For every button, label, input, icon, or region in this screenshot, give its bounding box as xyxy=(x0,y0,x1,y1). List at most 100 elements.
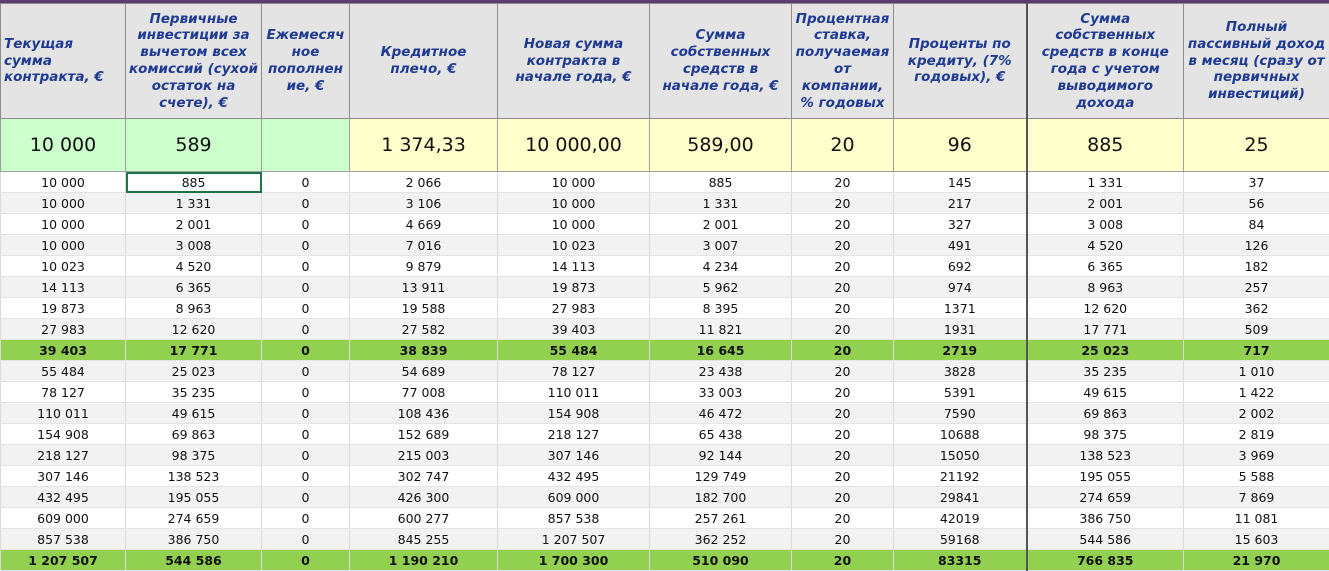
table-cell[interactable]: 1 700 300 xyxy=(497,549,650,571)
table-cell[interactable]: 10 000 xyxy=(497,171,650,193)
table-cell[interactable]: 307 146 xyxy=(0,465,126,487)
table-cell[interactable]: 56 xyxy=(1183,192,1329,214)
table-cell[interactable]: 432 495 xyxy=(0,486,126,508)
table-cell[interactable]: 25 023 xyxy=(125,360,262,382)
table-cell[interactable]: 65 438 xyxy=(649,423,792,445)
table-cell[interactable]: 2 001 xyxy=(649,213,792,235)
table-cell[interactable]: 2 066 xyxy=(349,171,498,193)
column-header-8[interactable]: Проценты по кредиту, (7% годовых), € xyxy=(893,3,1027,119)
table-cell[interactable]: 857 538 xyxy=(0,528,126,550)
table-cell[interactable]: 1 207 507 xyxy=(0,549,126,571)
table-cell[interactable]: 11 081 xyxy=(1183,507,1329,529)
table-cell[interactable]: 17 771 xyxy=(1025,318,1184,340)
table-cell[interactable]: 217 xyxy=(893,192,1027,214)
table-cell[interactable]: 0 xyxy=(261,507,350,529)
table-cell[interactable]: 0 xyxy=(261,234,350,256)
table-cell[interactable]: 0 xyxy=(261,486,350,508)
table-cell[interactable]: 42019 xyxy=(893,507,1027,529)
table-cell[interactable]: 1 331 xyxy=(1025,171,1184,193)
table-cell[interactable]: 609 000 xyxy=(0,507,126,529)
table-cell[interactable]: 38 839 xyxy=(349,339,498,361)
table-cell[interactable]: 1931 xyxy=(893,318,1027,340)
table-cell[interactable]: 0 xyxy=(261,297,350,319)
table-cell[interactable]: 20 xyxy=(791,360,894,382)
table-cell[interactable]: 1 190 210 xyxy=(349,549,498,571)
table-cell[interactable]: 5 588 xyxy=(1183,465,1329,487)
table-cell[interactable]: 98 375 xyxy=(125,444,262,466)
table-cell[interactable]: 766 835 xyxy=(1025,549,1184,571)
table-cell[interactable]: 14 113 xyxy=(0,276,126,298)
table-cell[interactable]: 19 873 xyxy=(0,297,126,319)
table-cell[interactable]: 491 xyxy=(893,234,1027,256)
table-cell[interactable]: 6 365 xyxy=(1025,255,1184,277)
table-cell[interactable]: 218 127 xyxy=(0,444,126,466)
input-cell[interactable]: 10 000,00 xyxy=(497,118,650,172)
table-cell[interactable]: 10688 xyxy=(893,423,1027,445)
table-cell[interactable]: 5 962 xyxy=(649,276,792,298)
table-cell[interactable]: 885 xyxy=(125,171,262,193)
table-cell[interactable]: 857 538 xyxy=(497,507,650,529)
table-cell[interactable]: 19 873 xyxy=(497,276,650,298)
table-cell[interactable]: 257 xyxy=(1183,276,1329,298)
table-cell[interactable]: 154 908 xyxy=(497,402,650,424)
input-cell[interactable]: 25 xyxy=(1183,118,1329,172)
table-cell[interactable]: 10 000 xyxy=(497,192,650,214)
table-cell[interactable]: 182 700 xyxy=(649,486,792,508)
table-cell[interactable]: 10 023 xyxy=(0,255,126,277)
table-cell[interactable]: 4 520 xyxy=(1025,234,1184,256)
table-cell[interactable]: 0 xyxy=(261,381,350,403)
table-cell[interactable]: 11 821 xyxy=(649,318,792,340)
table-cell[interactable]: 386 750 xyxy=(1025,507,1184,529)
column-header-7[interactable]: Процентная ставка, получаемая от компани… xyxy=(791,3,894,119)
column-header-6[interactable]: Сумма собственных средств в начале года,… xyxy=(649,3,792,119)
table-cell[interactable]: 9 879 xyxy=(349,255,498,277)
table-cell[interactable]: 20 xyxy=(791,423,894,445)
table-cell[interactable]: 386 750 xyxy=(125,528,262,550)
table-cell[interactable]: 92 144 xyxy=(649,444,792,466)
table-cell[interactable]: 20 xyxy=(791,255,894,277)
table-cell[interactable]: 23 438 xyxy=(649,360,792,382)
table-cell[interactable]: 7590 xyxy=(893,402,1027,424)
table-cell[interactable]: 0 xyxy=(261,360,350,382)
table-cell[interactable]: 544 586 xyxy=(1025,528,1184,550)
table-cell[interactable]: 2 819 xyxy=(1183,423,1329,445)
table-cell[interactable]: 12 620 xyxy=(125,318,262,340)
table-cell[interactable]: 20 xyxy=(791,171,894,193)
table-cell[interactable]: 10 000 xyxy=(0,213,126,235)
table-cell[interactable]: 20 xyxy=(791,276,894,298)
table-cell[interactable]: 7 869 xyxy=(1183,486,1329,508)
table-cell[interactable]: 27 983 xyxy=(0,318,126,340)
table-cell[interactable]: 10 000 xyxy=(0,192,126,214)
table-cell[interactable]: 0 xyxy=(261,465,350,487)
table-cell[interactable]: 307 146 xyxy=(497,444,650,466)
table-cell[interactable]: 2 002 xyxy=(1183,402,1329,424)
table-cell[interactable]: 302 747 xyxy=(349,465,498,487)
table-cell[interactable]: 0 xyxy=(261,276,350,298)
table-cell[interactable]: 108 436 xyxy=(349,402,498,424)
table-cell[interactable]: 59168 xyxy=(893,528,1027,550)
table-cell[interactable]: 0 xyxy=(261,318,350,340)
table-cell[interactable]: 21 970 xyxy=(1183,549,1329,571)
table-cell[interactable]: 20 xyxy=(791,339,894,361)
column-header-10[interactable]: Полный пассивный доход в месяц (сразу от… xyxy=(1183,3,1329,119)
table-cell[interactable]: 2 001 xyxy=(125,213,262,235)
table-cell[interactable]: 0 xyxy=(261,171,350,193)
table-cell[interactable]: 110 011 xyxy=(0,402,126,424)
table-cell[interactable]: 0 xyxy=(261,339,350,361)
table-cell[interactable]: 27 582 xyxy=(349,318,498,340)
table-cell[interactable]: 69 863 xyxy=(125,423,262,445)
table-cell[interactable]: 17 771 xyxy=(125,339,262,361)
table-cell[interactable]: 20 xyxy=(791,234,894,256)
table-cell[interactable]: 138 523 xyxy=(125,465,262,487)
column-header-1[interactable]: Текущая сумма контракта, € xyxy=(0,3,126,119)
table-cell[interactable]: 39 403 xyxy=(0,339,126,361)
table-cell[interactable]: 1371 xyxy=(893,297,1027,319)
table-cell[interactable]: 1 331 xyxy=(125,192,262,214)
table-cell[interactable]: 78 127 xyxy=(0,381,126,403)
table-cell[interactable]: 15 603 xyxy=(1183,528,1329,550)
table-cell[interactable]: 55 484 xyxy=(0,360,126,382)
table-cell[interactable]: 35 235 xyxy=(125,381,262,403)
table-cell[interactable]: 885 xyxy=(649,171,792,193)
table-cell[interactable]: 974 xyxy=(893,276,1027,298)
table-cell[interactable]: 432 495 xyxy=(497,465,650,487)
